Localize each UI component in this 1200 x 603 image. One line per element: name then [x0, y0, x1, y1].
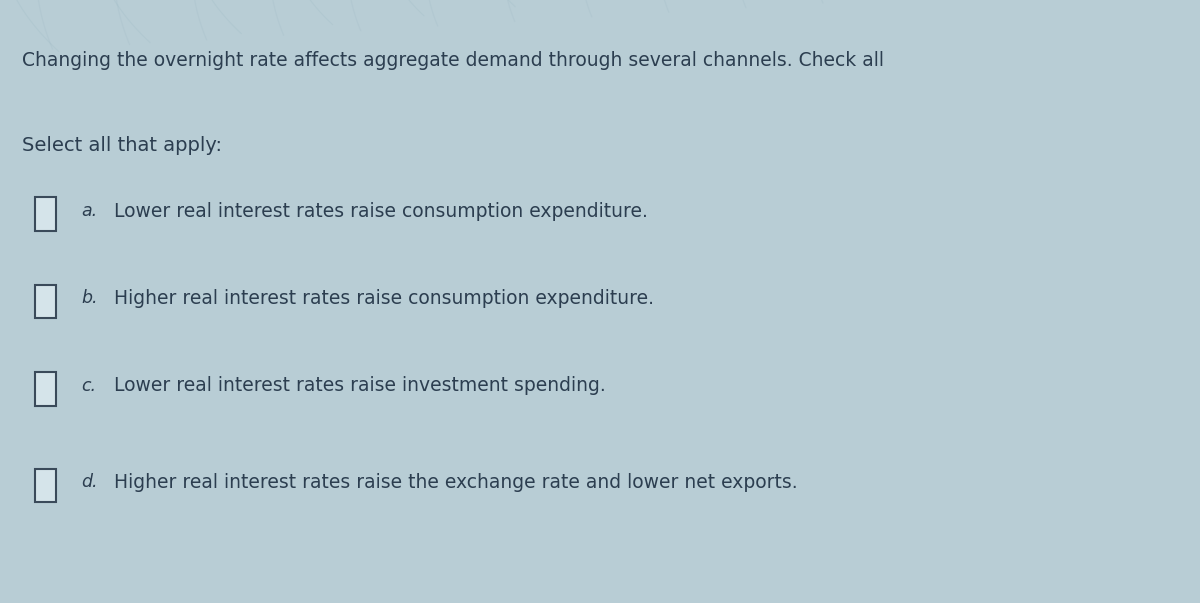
Text: d.: d.	[82, 473, 98, 491]
Text: a.: a.	[82, 202, 97, 220]
Text: Lower real interest rates raise investment spending.: Lower real interest rates raise investme…	[114, 376, 606, 396]
Text: Lower real interest rates raise consumption expenditure.: Lower real interest rates raise consumpt…	[114, 201, 648, 221]
Text: Higher real interest rates raise consumption expenditure.: Higher real interest rates raise consump…	[114, 289, 654, 308]
Text: b.: b.	[82, 289, 98, 308]
Bar	[35, 373, 56, 405]
Bar	[35, 285, 56, 318]
Text: c.: c.	[82, 377, 97, 395]
Bar	[35, 469, 56, 502]
Text: Changing the overnight rate affects aggregate demand through several channels. C: Changing the overnight rate affects aggr…	[22, 51, 883, 71]
Text: Higher real interest rates raise the exchange rate and lower net exports.: Higher real interest rates raise the exc…	[114, 473, 798, 492]
Bar	[35, 197, 56, 230]
Text: Select all that apply:: Select all that apply:	[22, 136, 222, 155]
